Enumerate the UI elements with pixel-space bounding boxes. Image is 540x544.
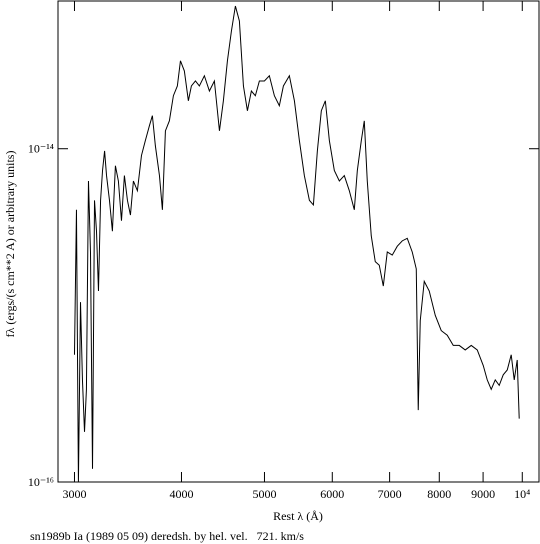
y-axis-label: fλ (ergs/(s cm**2 A) or arbitrary units) xyxy=(3,151,17,338)
x-tick-label: 3000 xyxy=(62,487,86,501)
x-axis-label: Rest λ (Å) xyxy=(273,509,323,523)
x-tick-label: 5000 xyxy=(252,487,276,501)
x-tick-label: 8000 xyxy=(427,487,451,501)
y-tick-label: 10⁻¹⁴ xyxy=(28,142,54,156)
plot-frame xyxy=(57,0,540,483)
x-tick-label: 10⁴ xyxy=(514,487,530,501)
x-tick-label: 6000 xyxy=(320,487,344,501)
spectrum-line xyxy=(73,5,520,483)
x-tick-label: 9000 xyxy=(471,487,495,501)
x-tick-label: 4000 xyxy=(169,487,193,501)
caption: sn1989b Ia (1989 05 09) deredsh. by hel.… xyxy=(30,529,304,543)
x-tick-label: 7000 xyxy=(378,487,402,501)
y-tick-label: 10⁻¹⁶ xyxy=(28,475,54,489)
